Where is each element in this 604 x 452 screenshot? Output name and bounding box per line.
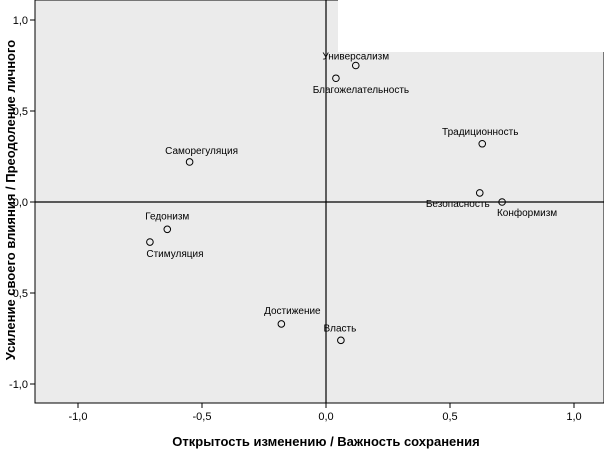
data-point-marker <box>185 158 194 166</box>
x-axis-title: Открытость изменению / Важность сохранен… <box>172 434 479 449</box>
x-tick-label: 1,0 <box>566 411 581 423</box>
plot-overlay-patch <box>338 0 604 52</box>
data-point-marker <box>337 336 345 345</box>
y-tick-label: 0,0 <box>13 197 28 209</box>
data-point-marker <box>475 189 484 197</box>
y-axis-title: Усиление своего влияния / Преодоление ли… <box>3 40 18 360</box>
data-point-label: Власть <box>323 323 356 334</box>
y-tick-label: 1,0 <box>13 15 28 27</box>
data-point-label: Стимуляция <box>146 249 203 260</box>
data-point-marker <box>351 61 360 70</box>
data-point-marker <box>478 139 487 148</box>
x-tick-label: 0,0 <box>318 411 333 423</box>
y-tick-label: 0,5 <box>13 106 28 118</box>
y-tick-label: -0,5 <box>9 288 28 300</box>
x-tick-label: -1,0 <box>69 411 88 423</box>
x-tick-label: -0,5 <box>193 411 212 423</box>
data-point-marker <box>332 74 340 83</box>
data-point-label: Конформизм <box>497 207 557 219</box>
data-point-label: Достижение <box>264 306 321 317</box>
data-point-label: Традиционность <box>442 127 518 138</box>
data-point-label: Гедонизм <box>145 211 189 222</box>
x-tick-label: 0,5 <box>442 411 457 423</box>
y-tick-label: -1,0 <box>9 379 28 391</box>
data-point-marker <box>146 238 154 246</box>
data-point-marker <box>163 225 172 234</box>
data-point-label: Благожелательность <box>313 85 409 96</box>
data-point-label: Безопасность <box>426 199 490 210</box>
data-point-label: Саморегуляция <box>165 146 238 157</box>
data-point-marker <box>498 198 506 206</box>
data-point-label: Универсализм <box>322 52 389 63</box>
data-point-marker <box>277 320 286 328</box>
